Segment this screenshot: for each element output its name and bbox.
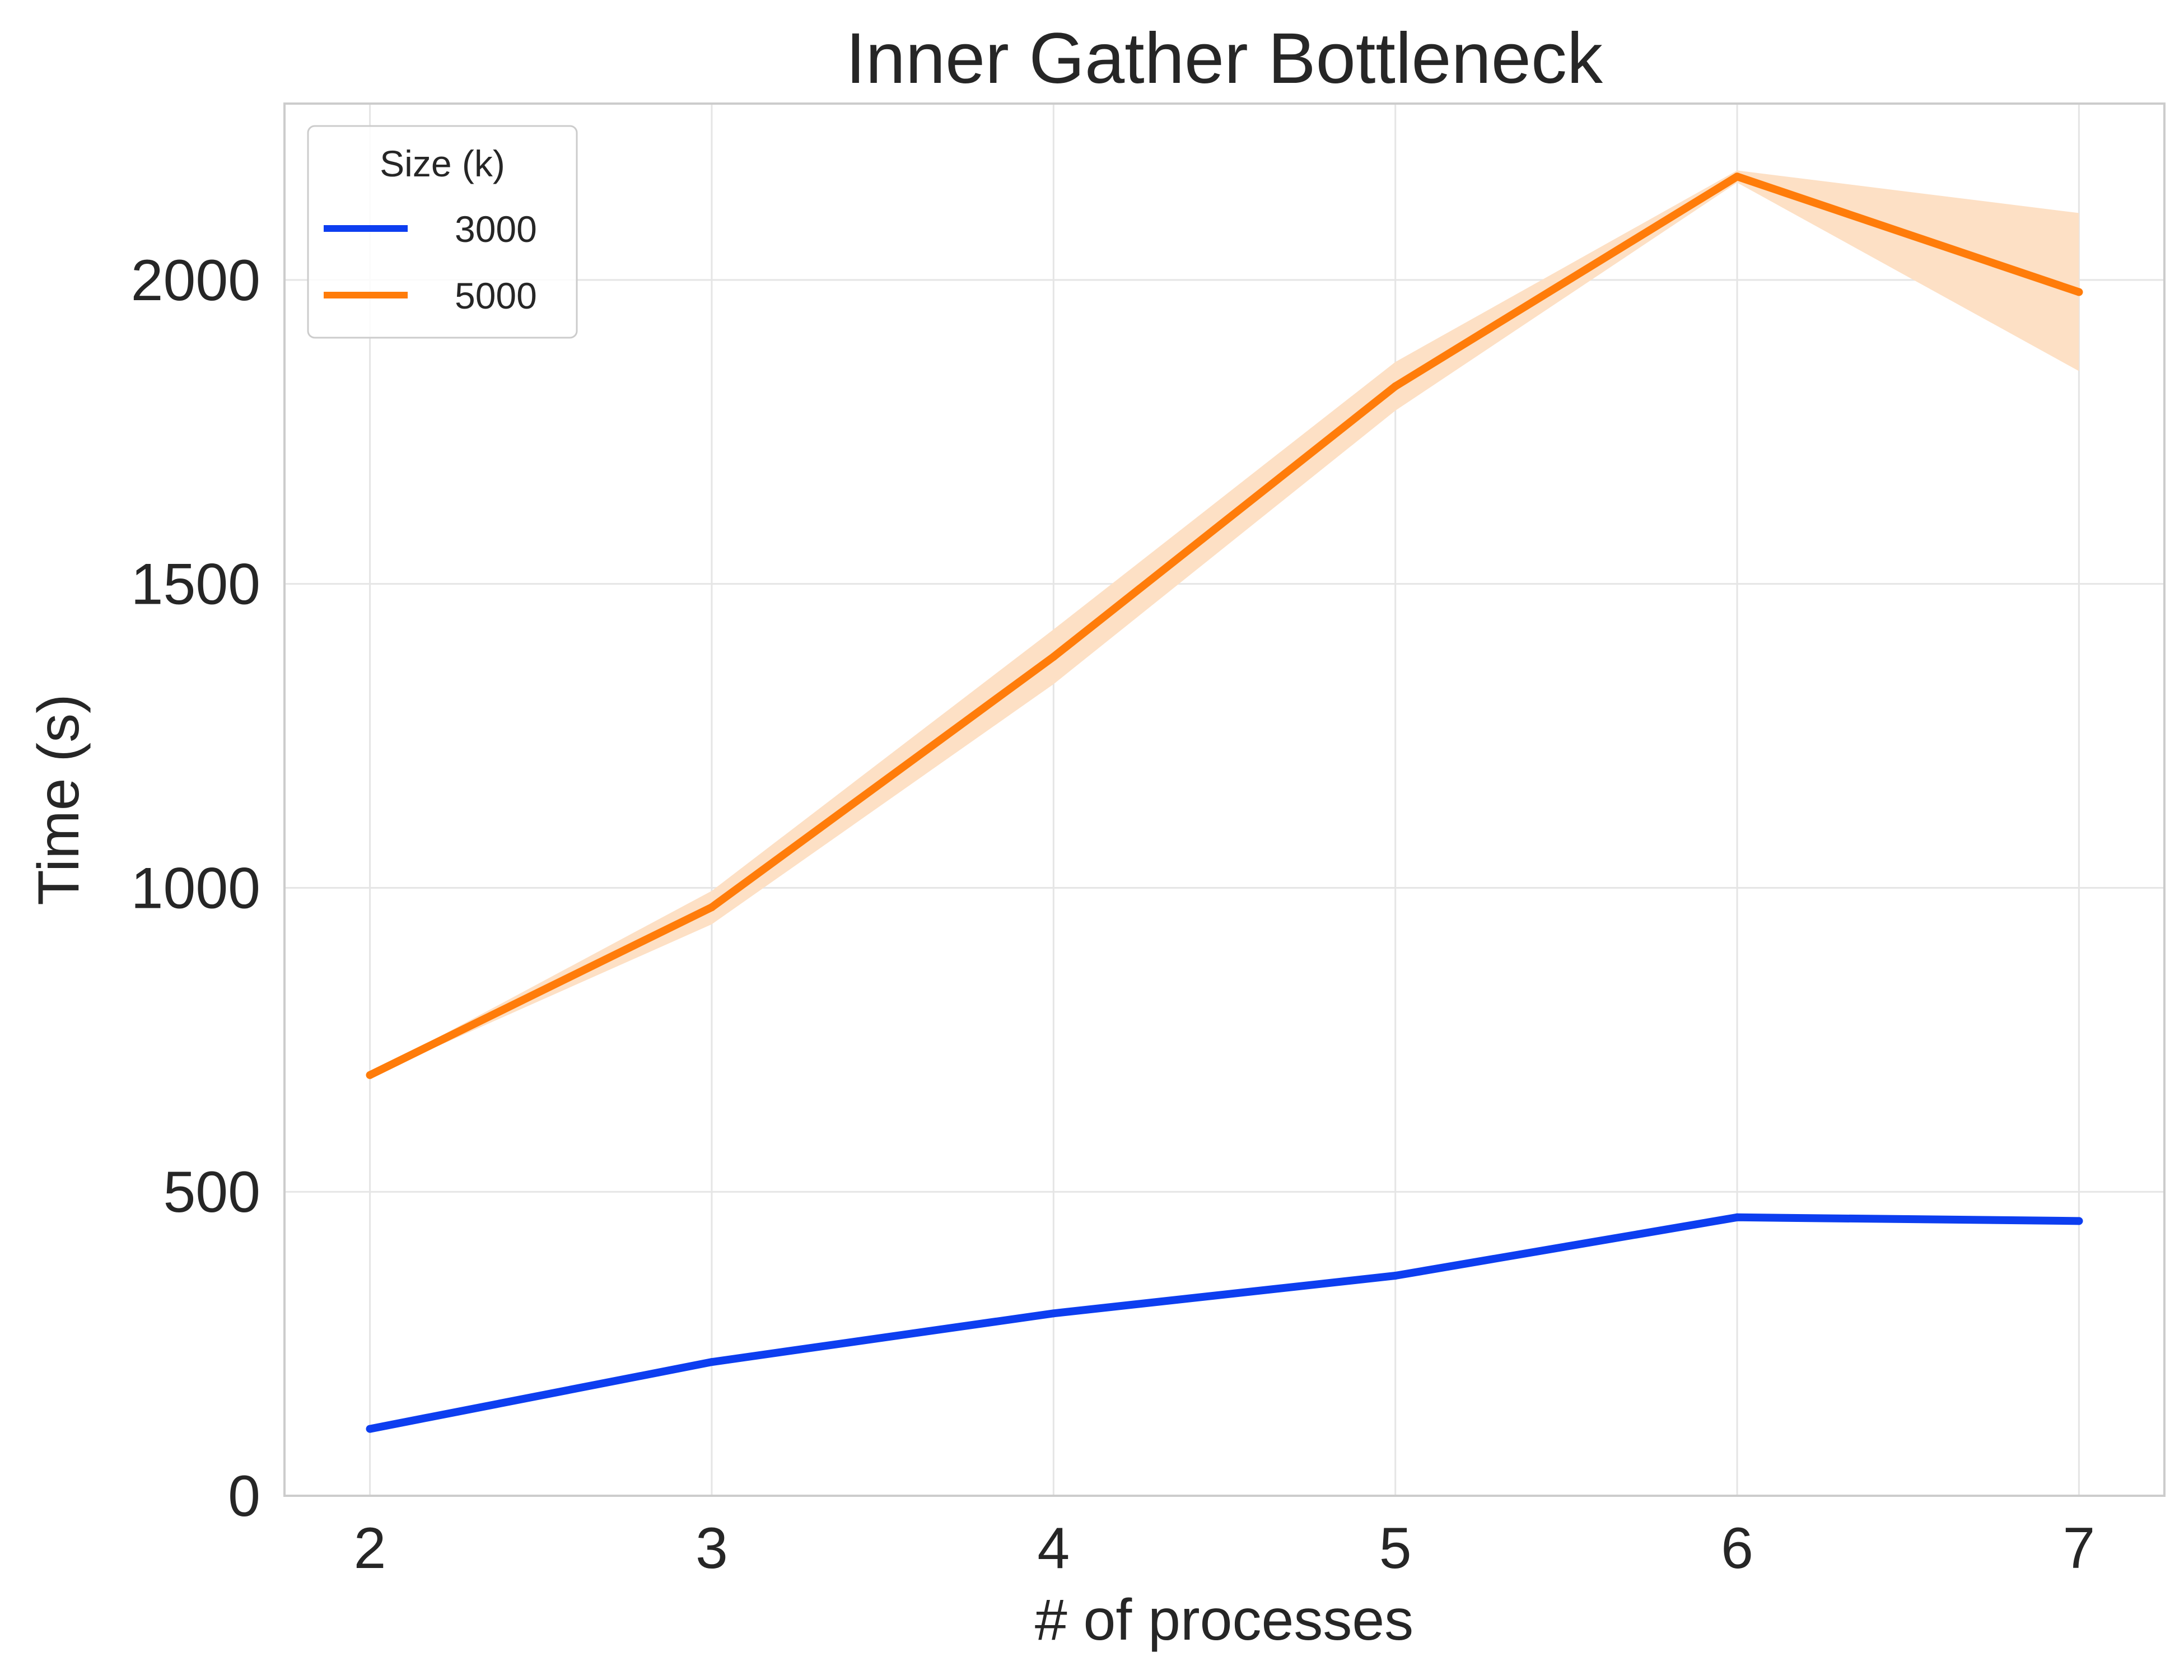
x-axis-label: # of processes xyxy=(1035,1588,1413,1653)
data-point-5000 xyxy=(1049,652,1058,661)
data-point-5000 xyxy=(1391,382,1399,390)
data-point-5000 xyxy=(707,903,716,912)
series-lines xyxy=(366,172,2083,1433)
x-tick-labels: 2 3 4 5 6 7 xyxy=(354,1516,2096,1581)
y-tick-label: 0 xyxy=(228,1464,260,1529)
chart-title: Inner Gather Bottleneck xyxy=(846,18,1603,99)
data-point-5000 xyxy=(1733,172,1742,181)
gridlines xyxy=(284,104,2164,1497)
series-line-5000 xyxy=(366,172,2083,1079)
legend-label-3000: 3000 xyxy=(455,208,537,250)
x-tick-label: 6 xyxy=(1721,1516,1753,1581)
legend-title: Size (k) xyxy=(380,143,505,184)
legend: Size (k) 3000 5000 xyxy=(307,125,578,339)
data-point-3000 xyxy=(1049,1309,1058,1318)
plot-frame xyxy=(283,102,2166,1497)
x-tick-label: 7 xyxy=(2062,1516,2095,1581)
data-point-3000 xyxy=(366,1425,374,1433)
series-line-3000 xyxy=(366,1213,2083,1433)
x-tick-label: 3 xyxy=(696,1516,728,1581)
x-tick-label: 4 xyxy=(1037,1516,1070,1581)
data-point-5000 xyxy=(2075,288,2083,296)
legend-label-5000: 5000 xyxy=(455,275,537,316)
confidence-band-5000 xyxy=(370,170,2079,1076)
y-tick-label: 500 xyxy=(163,1160,260,1225)
y-tick-label: 2000 xyxy=(131,248,260,313)
y-tick-label: 1000 xyxy=(131,856,260,921)
x-tick-label: 5 xyxy=(1379,1516,1412,1581)
data-point-3000 xyxy=(707,1358,716,1366)
data-point-3000 xyxy=(1733,1213,1742,1221)
data-point-3000 xyxy=(2075,1217,2083,1225)
legend-box xyxy=(307,125,578,339)
data-point-3000 xyxy=(1391,1272,1399,1280)
data-point-5000 xyxy=(366,1071,374,1079)
x-tick-label: 2 xyxy=(354,1516,386,1581)
y-tick-label: 1500 xyxy=(131,552,260,617)
confidence-bands xyxy=(370,170,2079,1076)
y-axis-label: Time (s) xyxy=(26,694,91,905)
y-tick-labels: 0 500 1000 1500 2000 xyxy=(131,248,260,1529)
